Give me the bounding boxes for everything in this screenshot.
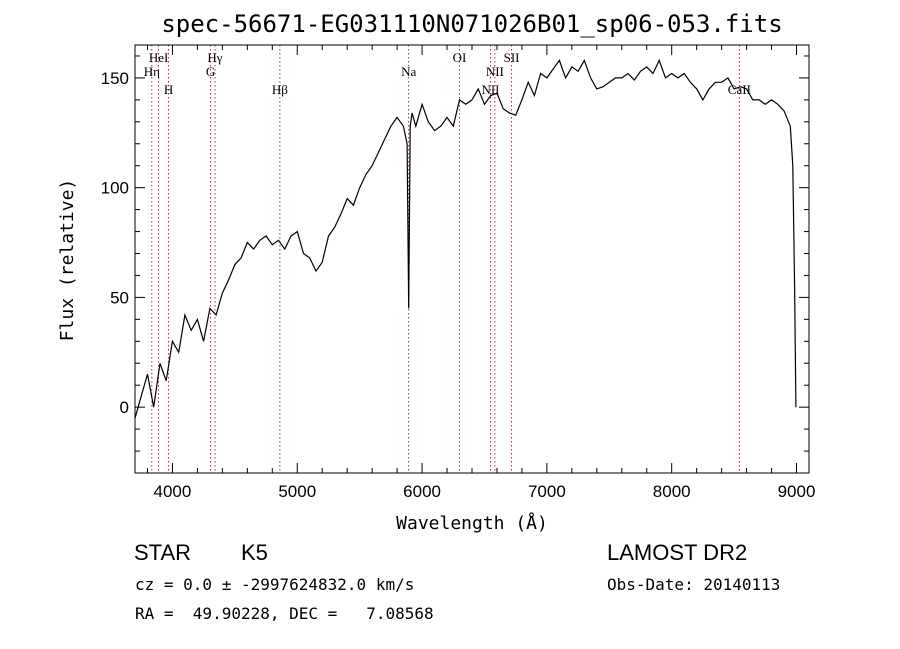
y-axis-label: Flux (relative) — [57, 179, 78, 342]
spectral-line-label: G — [206, 64, 215, 79]
y-axis: 0 50 100 150 — [101, 55, 809, 452]
y-tick-label: 50 — [110, 288, 129, 307]
x-tick-label: 9000 — [778, 482, 816, 501]
spectral-line-label: Na — [401, 64, 416, 79]
x-tick-label: 5000 — [278, 482, 316, 501]
spectral-line-label: OI — [453, 50, 467, 65]
spectral-line-label: Hη — [144, 64, 160, 79]
survey-name: LAMOST DR2 — [607, 540, 748, 565]
spectral-line-label: Hβ — [272, 82, 288, 97]
chart-title: spec-56671-EG031110N071026B01_sp06-053.f… — [161, 10, 782, 38]
x-axis: 4000 5000 6000 7000 8000 9000 — [146, 45, 816, 501]
spectral-line-label: SII — [504, 50, 520, 65]
y-tick-label: 100 — [101, 179, 129, 198]
x-tick-label: 4000 — [154, 482, 192, 501]
spectral-line-label: NII — [486, 64, 504, 79]
observation-date: Obs-Date: 20140113 — [607, 575, 781, 594]
spectral-line-label: Hγ — [207, 50, 222, 65]
redshift-cz: cz = 0.0 ± -2997624832.0 km/s — [135, 575, 415, 594]
x-tick-label: 6000 — [403, 482, 441, 501]
spectral-line-label: H — [164, 82, 173, 97]
spectral-line-label: CaII — [728, 82, 751, 97]
x-tick-label: 8000 — [653, 482, 691, 501]
y-tick-label: 150 — [101, 69, 129, 88]
spectrum-series-line — [134, 58, 797, 419]
y-tick-label: 0 — [120, 398, 129, 417]
plot-frame — [134, 44, 810, 474]
object-class: STAR — [134, 540, 192, 565]
x-axis-label: Wavelength (Å) — [396, 512, 548, 534]
object-subclass: K5 — [241, 540, 268, 565]
spectral-line-label: NII — [481, 82, 499, 97]
x-tick-label: 7000 — [528, 482, 566, 501]
ra-dec-coordinates: RA = 49.90228, DEC = 7.08568 — [135, 604, 434, 623]
spectral-line-label: HeI — [149, 50, 169, 65]
